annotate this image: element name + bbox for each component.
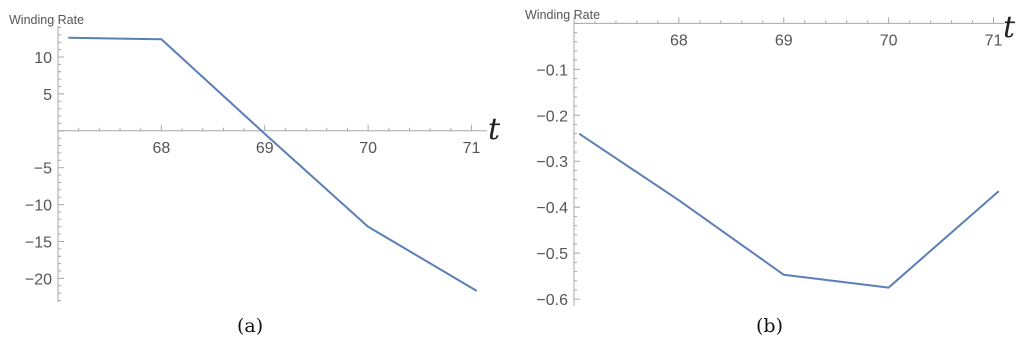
- y-tick-label-b: −0.3: [536, 154, 568, 171]
- y-tick-label-a: −5: [34, 161, 52, 178]
- x-tick-label-a: 68: [152, 140, 170, 157]
- y-tick-label-a: 10: [34, 50, 52, 67]
- x-tick-label-b: 68: [670, 32, 688, 49]
- y-axis-title-a: Winding Rate: [9, 13, 84, 27]
- panel-caption-b: (b): [756, 315, 783, 337]
- x-tick-label-b: 71: [985, 32, 1003, 49]
- y-tick-label-a: −10: [25, 198, 52, 215]
- y-tick-label-a: 5: [43, 87, 52, 104]
- panel-caption-a: (a): [237, 315, 263, 337]
- x-tick-label-a: 70: [359, 140, 377, 157]
- chart-panel-a: Winding Rate t (a) 68 69 70 71 10 5 −5 −10 −15 −2…: [9, 13, 501, 337]
- series-line-b: [578, 132, 1000, 289]
- y-tick-label-b: −0.1: [536, 62, 568, 79]
- x-axis-title-a: t: [488, 112, 501, 147]
- x-tick-label-a: 69: [256, 140, 274, 157]
- y-tick-label-b: −0.4: [536, 200, 568, 217]
- x-tick-label-a: 71: [463, 140, 481, 157]
- x-axis-title-b: t: [1003, 10, 1016, 45]
- y-tick-label-b: −0.5: [536, 246, 568, 263]
- y-axis-title-b: Winding Rate: [525, 8, 600, 22]
- y-tick-label-a: −15: [25, 234, 52, 251]
- series-line-a: [68, 36, 478, 292]
- y-tick-label-b: −0.6: [536, 292, 568, 309]
- chart-panel-b: Winding Rate t (b) 68 69 70 71 −0.1 −0.2 −0.3 −…: [525, 8, 1016, 337]
- x-tick-label-b: 69: [775, 32, 793, 49]
- x-tick-label-b: 70: [880, 32, 898, 49]
- y-tick-label-b: −0.2: [536, 108, 568, 125]
- y-tick-label-a: −20: [25, 271, 52, 288]
